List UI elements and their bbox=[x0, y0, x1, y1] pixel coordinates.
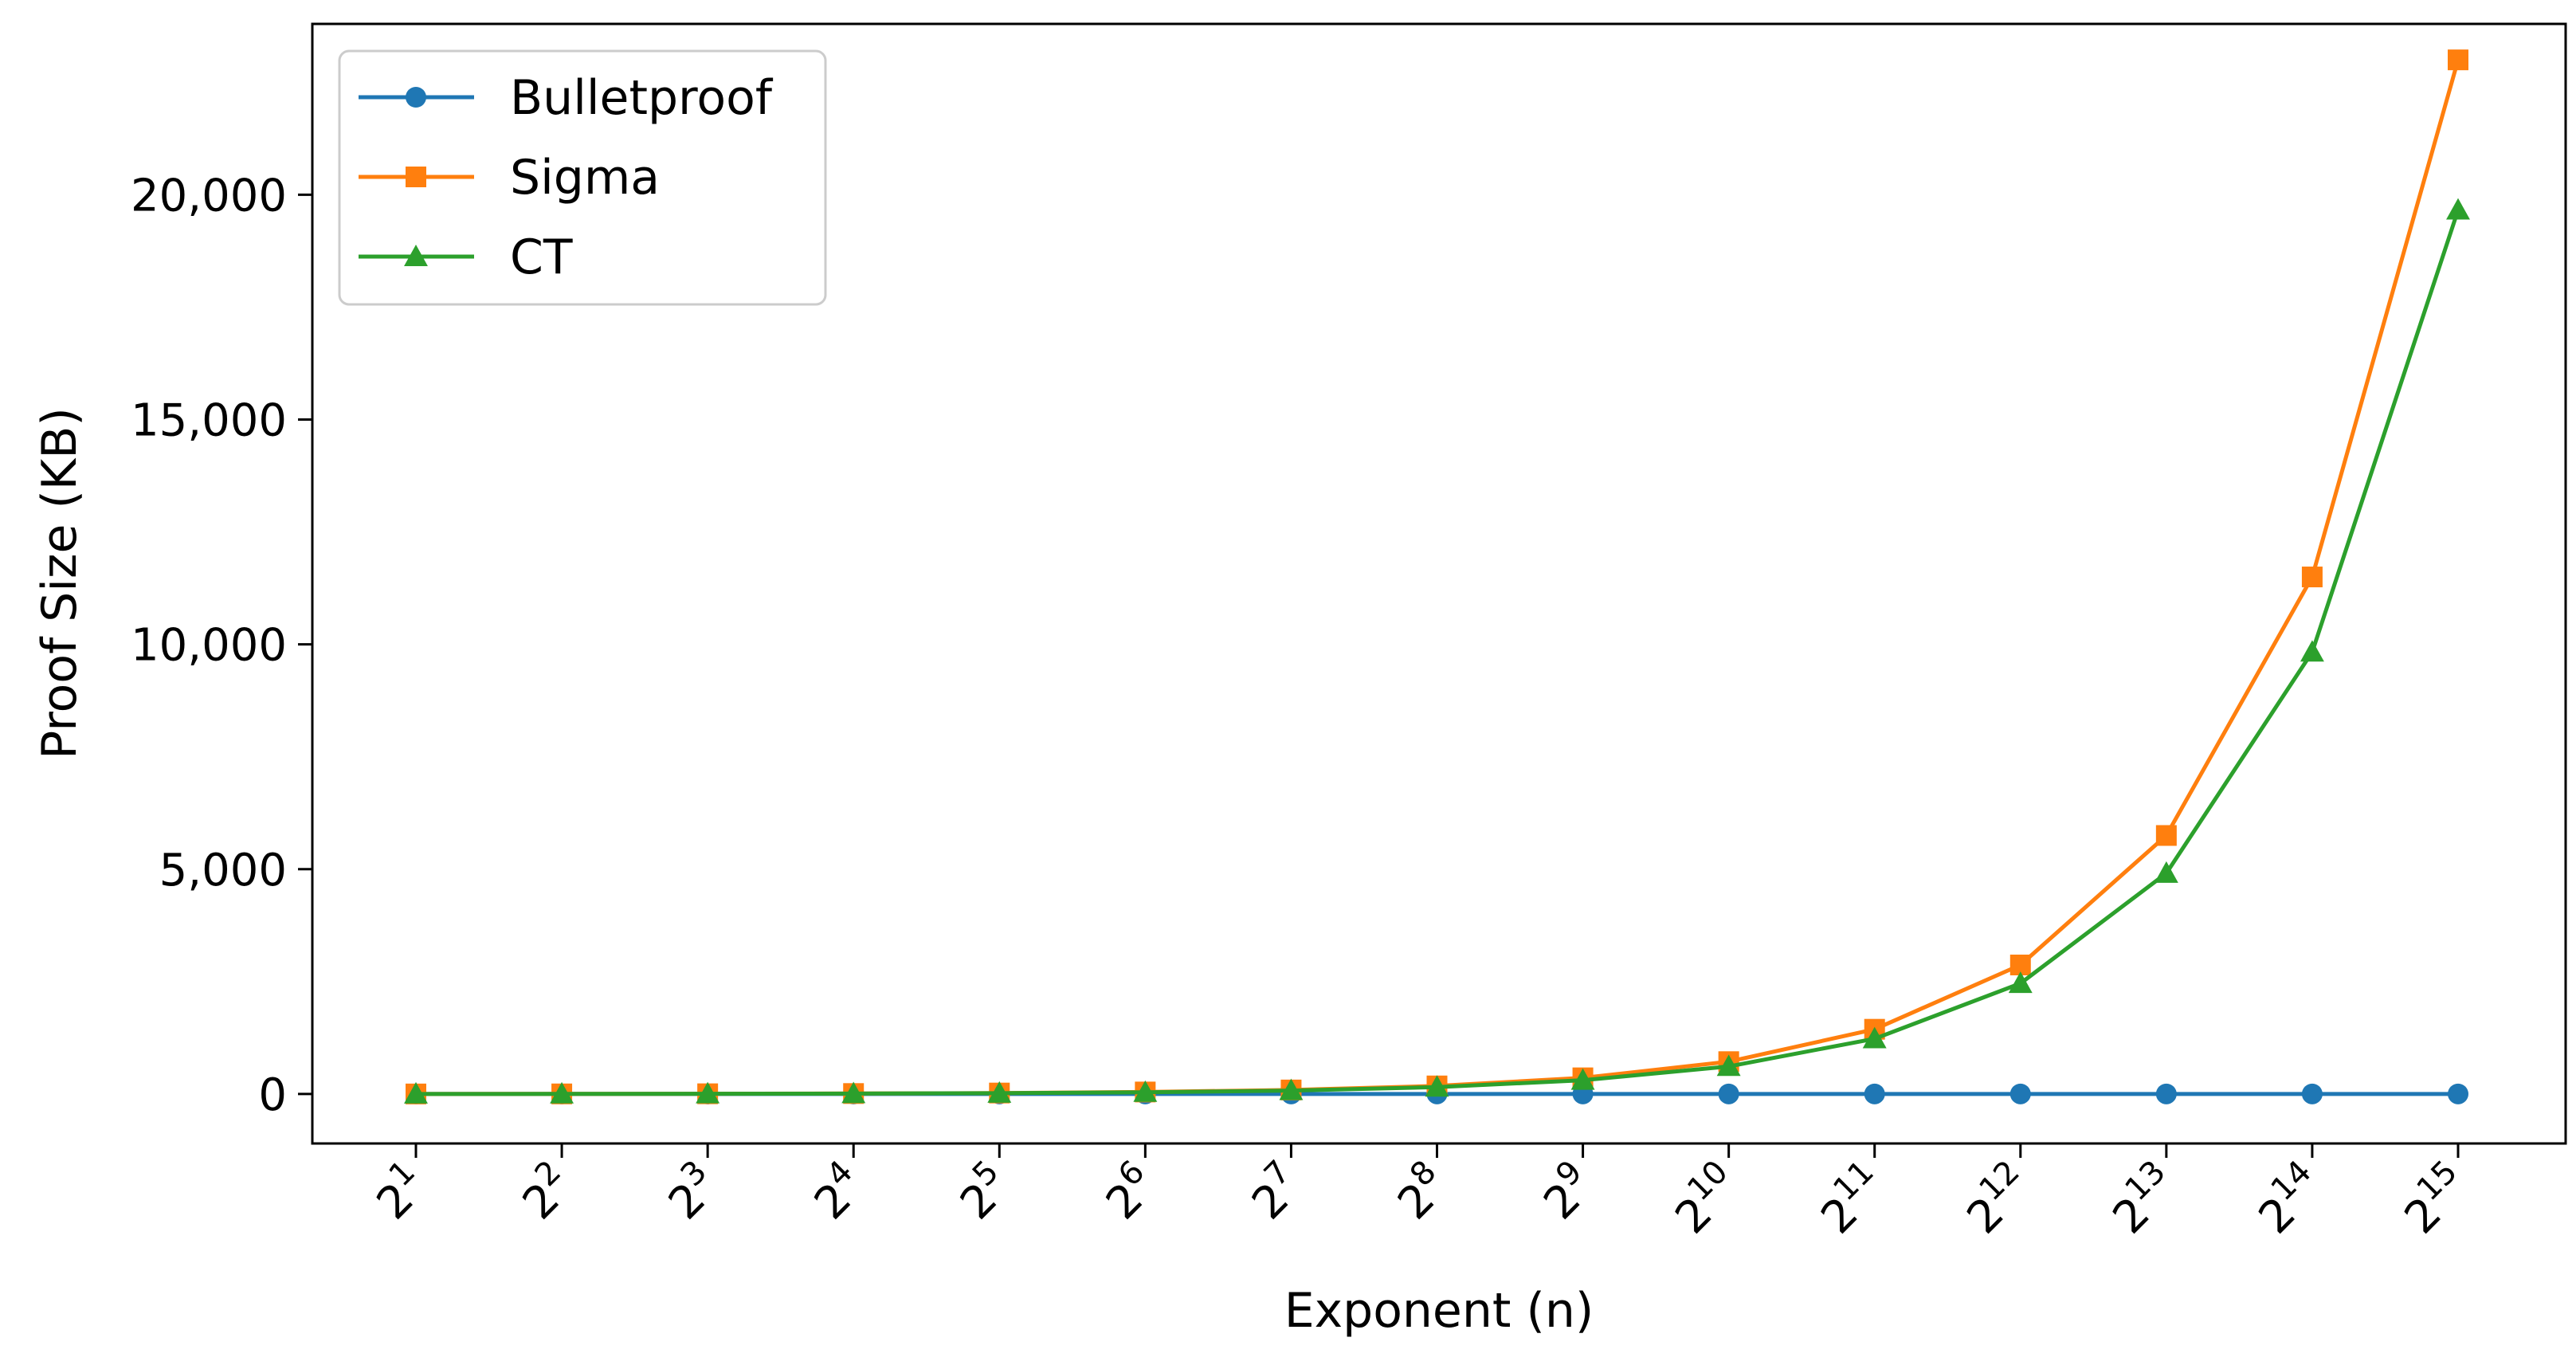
y-tick-label: 15,000 bbox=[131, 395, 287, 447]
x-tick-label: 22 bbox=[508, 1154, 584, 1230]
y-axis-title: Proof Size (KB) bbox=[32, 407, 88, 759]
legend-entry-sigma: Sigma bbox=[359, 150, 660, 206]
ct-point bbox=[2008, 971, 2033, 994]
ct-line bbox=[415, 209, 2460, 1096]
ct-point bbox=[2446, 198, 2470, 220]
series-ct bbox=[404, 198, 2470, 1104]
ct-point bbox=[841, 1081, 866, 1104]
legend-label: CT bbox=[510, 229, 573, 285]
x-tick-label: 21 bbox=[362, 1154, 438, 1230]
x-tick-label: 27 bbox=[1237, 1154, 1314, 1230]
y-tick-label: 5,000 bbox=[159, 845, 287, 896]
sigma-point bbox=[2155, 825, 2177, 846]
bulletproof-point bbox=[2155, 1083, 2177, 1104]
x-tick-label: 210 bbox=[1660, 1154, 1751, 1245]
x-tick-label: 24 bbox=[800, 1154, 876, 1230]
ct-point bbox=[550, 1081, 574, 1104]
y-tick-label: 0 bbox=[258, 1069, 287, 1121]
ct-point bbox=[1716, 1054, 1741, 1077]
bulletproof-point bbox=[1864, 1083, 1885, 1104]
ct-point bbox=[2154, 861, 2178, 883]
x-tick-label: 215 bbox=[2390, 1154, 2480, 1245]
x-tick-label: 29 bbox=[1529, 1154, 1606, 1230]
sigma-point bbox=[2301, 567, 2323, 588]
x-tick-label: 25 bbox=[946, 1154, 1022, 1230]
ct-point bbox=[1570, 1068, 1595, 1090]
ct-point bbox=[696, 1081, 720, 1104]
ct-point bbox=[987, 1081, 1012, 1103]
x-tick-label: 211 bbox=[1806, 1154, 1897, 1245]
x-tick-label: 28 bbox=[1383, 1154, 1460, 1230]
legend-entry-bulletproof: Bulletproof bbox=[359, 70, 774, 126]
x-tick-label: 26 bbox=[1092, 1154, 1168, 1230]
plot-frame bbox=[311, 22, 2567, 1145]
legend: Bulletproof Sigma CT bbox=[338, 49, 827, 306]
bulletproof-point bbox=[1718, 1083, 1739, 1104]
bulletproof-point bbox=[2009, 1083, 2031, 1104]
legend-label: Sigma bbox=[510, 150, 660, 206]
legend-marker bbox=[406, 87, 426, 108]
ct-point bbox=[2300, 640, 2324, 662]
x-tick-label: 214 bbox=[2244, 1154, 2335, 1245]
x-axis-title: Exponent (n) bbox=[1284, 1283, 1594, 1339]
x-tick-label: 23 bbox=[654, 1154, 731, 1230]
x-axis: 21 22 23 24 25 26 27 28 29 210 211 212 213 214 215 bbox=[362, 1143, 2480, 1245]
x-tick-label: 213 bbox=[2098, 1154, 2189, 1245]
legend-marker bbox=[406, 167, 426, 187]
legend-frame bbox=[338, 49, 827, 306]
series-layer bbox=[404, 49, 2470, 1104]
legend-marker bbox=[404, 245, 428, 266]
ct-point bbox=[1279, 1078, 1304, 1100]
y-axis: 0 5,000 10,000 15,000 20,000 bbox=[131, 170, 312, 1121]
ct-point bbox=[1862, 1026, 1887, 1049]
ct-point bbox=[404, 1081, 428, 1104]
legend-label: Bulletproof bbox=[510, 70, 774, 126]
ct-point bbox=[1133, 1080, 1158, 1102]
y-tick-label: 10,000 bbox=[131, 620, 287, 672]
ct-point bbox=[1425, 1075, 1449, 1097]
sigma-point bbox=[2448, 49, 2468, 71]
y-tick-label: 20,000 bbox=[131, 170, 287, 222]
bulletproof-point bbox=[2301, 1083, 2323, 1104]
x-tick-label: 212 bbox=[1952, 1154, 2043, 1245]
legend-entry-ct: CT bbox=[359, 229, 573, 285]
bulletproof-point bbox=[2448, 1083, 2468, 1104]
